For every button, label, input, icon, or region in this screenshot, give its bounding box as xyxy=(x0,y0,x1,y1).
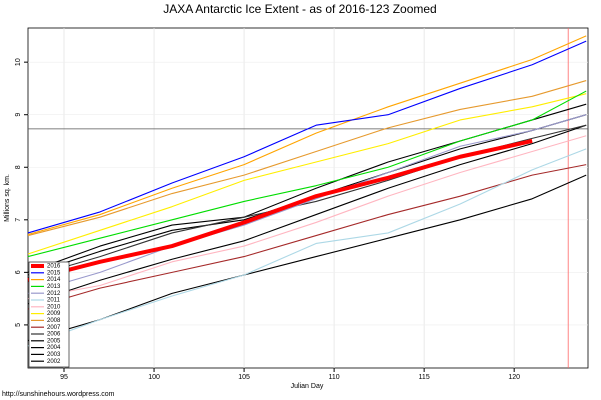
legend-label: 2002 xyxy=(47,359,61,365)
y-tick-label: 5 xyxy=(15,323,22,327)
y-tick-label: 9 xyxy=(15,113,22,117)
x-tick-label: 120 xyxy=(508,374,520,381)
y-tick-label: 8 xyxy=(15,165,22,169)
series-line xyxy=(27,114,587,276)
x-tick-label: 105 xyxy=(238,374,250,381)
legend-label: 2011 xyxy=(47,298,61,304)
legend-label: 2007 xyxy=(47,325,61,331)
legend-label: 2009 xyxy=(47,311,61,317)
x-tick-label: 95 xyxy=(60,374,68,381)
chart-title: JAXA Antarctic Ice Extent - as of 2016-1… xyxy=(163,2,436,16)
source: http://sunshinehours.wordpress.com xyxy=(2,391,115,398)
x-tick-label: 100 xyxy=(148,374,160,381)
series-line xyxy=(27,93,587,255)
legend-label: 2012 xyxy=(47,291,61,297)
y-tick-label: 7 xyxy=(15,218,22,222)
series-line xyxy=(27,174,587,342)
series-line xyxy=(27,135,587,300)
y-tick-label: 6 xyxy=(15,270,22,274)
series-line xyxy=(27,80,587,237)
plot-frame xyxy=(27,27,589,369)
legend-label: 2003 xyxy=(47,352,61,358)
series-line xyxy=(27,114,587,294)
legend-label: 2008 xyxy=(47,318,61,324)
x-tick-label: 110 xyxy=(329,374,340,381)
legend-label: 2005 xyxy=(47,338,61,344)
legend-label: 2015 xyxy=(47,270,61,276)
y-tick-label: 10 xyxy=(15,58,22,66)
y-axis-label: Millions sq. km. xyxy=(4,174,11,222)
legend-label: 2010 xyxy=(47,304,61,310)
x-axis-label: Julian Day xyxy=(291,383,324,390)
legend-label: 2016 xyxy=(47,264,61,270)
series-line xyxy=(27,139,533,283)
series-line xyxy=(27,40,587,234)
series-line xyxy=(27,148,587,347)
legend-label: 2004 xyxy=(47,345,61,351)
series-line xyxy=(27,90,587,258)
x-tick-label: 115 xyxy=(419,374,430,381)
legend-label: 2013 xyxy=(47,284,61,290)
series-line xyxy=(27,35,587,236)
legend-label: 2014 xyxy=(47,277,61,283)
legend-label: 2006 xyxy=(47,332,61,338)
series-line xyxy=(27,164,587,310)
series-line xyxy=(27,124,587,305)
